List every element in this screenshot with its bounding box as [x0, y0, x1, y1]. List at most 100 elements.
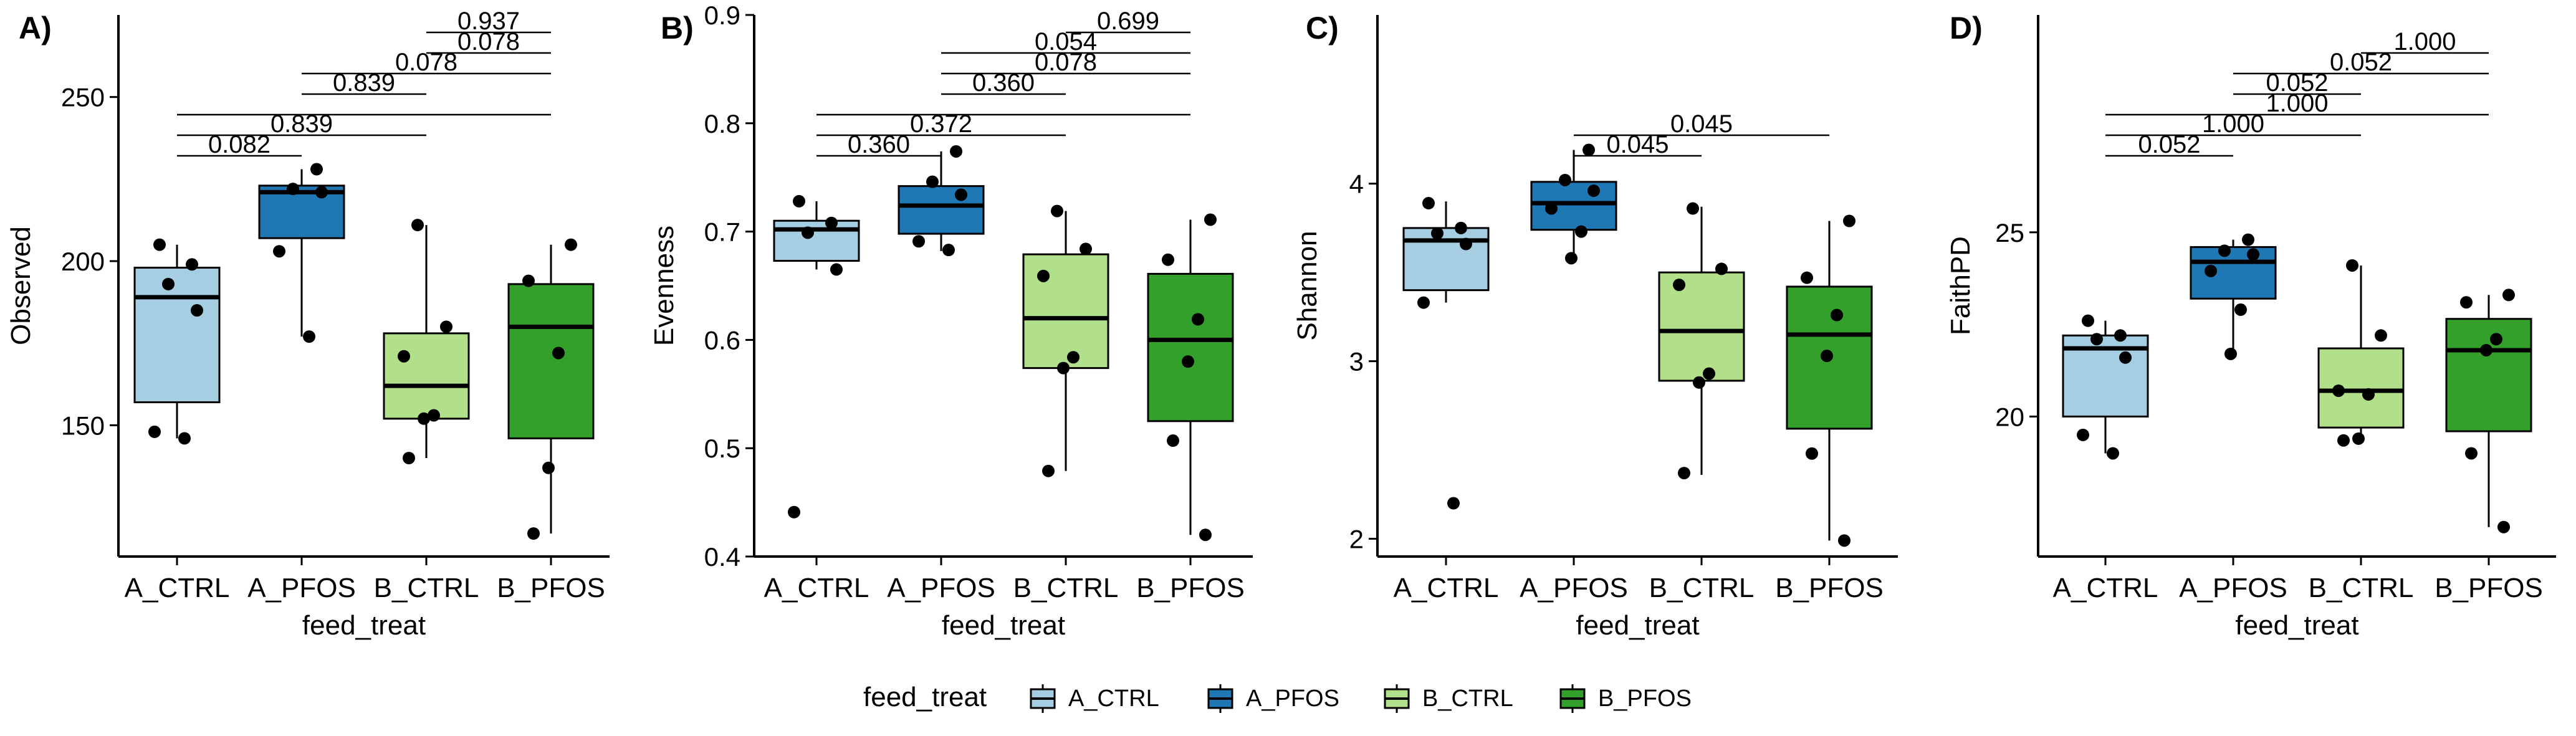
data-point [153, 238, 166, 251]
box-B_PFOS [2445, 295, 2532, 527]
y-tick-label: 25 [1995, 218, 2024, 247]
data-point [2332, 384, 2345, 397]
data-point [2224, 347, 2237, 360]
y-tick-label: 0.4 [704, 542, 740, 571]
data-point [2337, 434, 2350, 447]
x-tick-label: A_PFOS [1520, 573, 1628, 603]
panel-label: D) [1950, 11, 1983, 45]
legend-label: B_PFOS [1598, 686, 1692, 712]
data-point [1204, 213, 1217, 226]
y-tick-label: 0.6 [704, 325, 740, 355]
data-point [942, 244, 955, 257]
data-point [1565, 252, 1578, 265]
x-tick-label: A_CTRL [2053, 573, 2158, 603]
data-point [542, 461, 555, 474]
data-point [912, 235, 925, 248]
box-A_CTRL [1402, 201, 1490, 303]
data-point [1687, 202, 1699, 215]
box-B_CTRL [1658, 206, 1745, 475]
data-point [411, 219, 424, 232]
data-point [2107, 447, 2119, 460]
data-point [2375, 329, 2387, 342]
data-point [1801, 271, 1813, 284]
x-tick-label: A_CTRL [125, 573, 230, 603]
y-axis-title: Shannon [1292, 231, 1323, 340]
box-body [773, 219, 860, 262]
legend-label: A_CTRL [1068, 686, 1159, 712]
data-point [2346, 259, 2358, 272]
data-point [1575, 225, 1587, 238]
x-tick-label: B_PFOS [2435, 573, 2543, 603]
data-point [1838, 534, 1851, 547]
x-tick-label: A_CTRL [1394, 573, 1499, 603]
data-point [950, 145, 962, 158]
x-axis-title: feed_treat [302, 610, 426, 641]
x-tick-label: A_CTRL [764, 573, 869, 603]
data-point [2242, 233, 2254, 246]
y-tick-label: 0.8 [704, 109, 740, 138]
panel-b: B) 0.4 0.5 0.6 0.7 0.8 0.9 Evenness A_CTRL A_PFOS… [649, 1, 1253, 641]
data-point [1162, 253, 1174, 266]
data-point [1080, 242, 1092, 256]
y-tick-label: 200 [61, 247, 105, 276]
data-point [1455, 221, 1467, 234]
box-B_PFOS [1786, 221, 1873, 541]
x-tick-label: B_PFOS [1136, 573, 1245, 603]
data-point [303, 330, 315, 343]
data-point [1042, 464, 1055, 477]
box-body [2445, 318, 2532, 433]
box-A_PFOS [1530, 150, 1617, 259]
data-point [1545, 202, 1558, 215]
box-body [258, 184, 345, 239]
panel-label: A) [19, 11, 52, 45]
box-B_PFOS [1147, 219, 1234, 535]
data-point [955, 188, 967, 201]
panel-d: D) 20 25 FaithPD A_CTRL A_PFOS B_CTRL B_PFOSfee… [1945, 11, 2556, 641]
data-point [1693, 376, 1705, 389]
data-point [2362, 388, 2375, 401]
data-point [440, 320, 452, 333]
data-point [1199, 528, 1212, 542]
data-point [273, 245, 285, 258]
data-point [1422, 197, 1435, 210]
panel-c: C) 2 3 4 Shannon A_CTRL A_PFOS B_CTRL B_PFOSfeed… [1292, 11, 1898, 641]
data-point [2082, 314, 2094, 327]
data-point [1167, 434, 1179, 447]
data-point [403, 452, 415, 464]
legend: feed_treat A_CTRL A_PFOS B_CTRL B_PFOS [863, 682, 1692, 713]
data-point [148, 425, 161, 438]
box-A_PFOS [2190, 239, 2277, 354]
x-tick-label: B_CTRL [2309, 573, 2414, 603]
data-point [1843, 214, 1855, 227]
x-tick-label: A_PFOS [2179, 573, 2287, 603]
data-point [1582, 143, 1595, 156]
p-value-label: 1.000 [2393, 28, 2456, 55]
box-A_PFOS [898, 151, 985, 251]
data-point [1460, 237, 1472, 251]
p-value-label: 0.937 [457, 7, 520, 35]
data-point [1431, 227, 1444, 240]
y-tick-label: 0.7 [704, 217, 740, 247]
p-value-label: 0.699 [1097, 7, 1159, 35]
box-B_PFOS [507, 244, 595, 534]
data-point [522, 274, 535, 287]
box-body [1022, 253, 1109, 370]
data-point [2114, 329, 2127, 342]
panel-label: C) [1306, 11, 1339, 45]
y-tick-label: 0.9 [704, 1, 740, 30]
legend-title: feed_treat [863, 682, 987, 712]
data-point [2465, 447, 2478, 460]
box-body [1786, 285, 1873, 430]
legend-label: A_PFOS [1246, 686, 1339, 712]
data-point [2502, 289, 2515, 302]
data-point [1447, 497, 1460, 510]
data-point [186, 258, 198, 271]
x-axis-title: feed_treat [2235, 610, 2358, 641]
data-point [926, 175, 939, 188]
data-point [1057, 361, 1070, 375]
data-point [310, 163, 323, 176]
p-value-label: 0.045 [1670, 110, 1733, 138]
data-point [2480, 343, 2492, 356]
box-A_CTRL [773, 201, 860, 270]
